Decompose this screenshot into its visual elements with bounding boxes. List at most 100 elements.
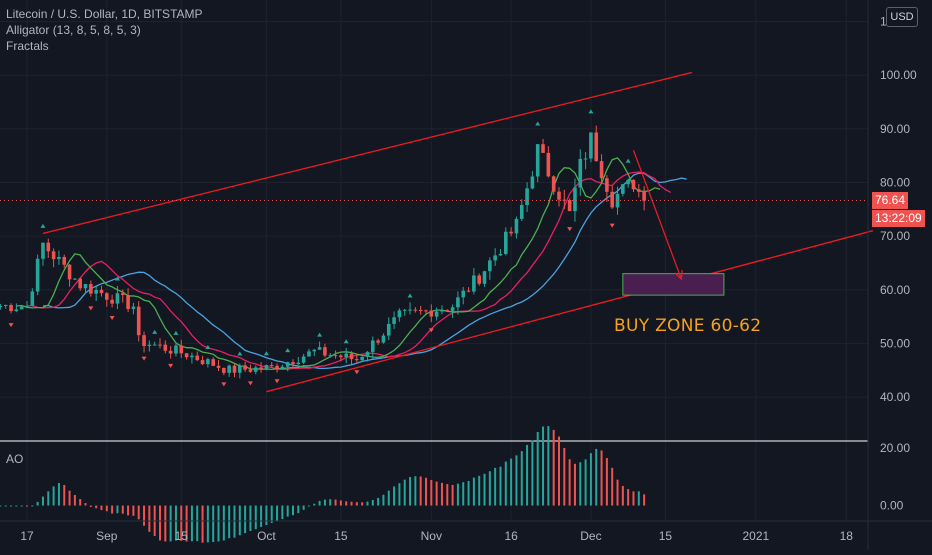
ao-bar — [371, 499, 374, 506]
candle-body — [253, 367, 258, 372]
candle-body — [179, 345, 184, 354]
candle-body — [275, 365, 279, 370]
ao-bar — [616, 479, 619, 506]
price-tick-label: 90.00 — [880, 122, 910, 136]
candle-body — [232, 365, 237, 373]
ao-bar — [190, 505, 193, 542]
fractal-down-marker — [8, 323, 14, 328]
candle-body — [307, 351, 311, 357]
candle-body — [504, 231, 508, 254]
candle-body — [227, 365, 231, 373]
candle-body — [392, 317, 396, 324]
ao-bar — [20, 505, 23, 507]
candle-body — [557, 191, 561, 200]
candle-body — [9, 305, 13, 312]
candle-body — [333, 355, 338, 357]
time-tick-label: 15 — [175, 529, 189, 543]
candle-body — [19, 306, 24, 310]
candle-body — [573, 187, 577, 212]
ao-bar — [63, 484, 66, 506]
candle-body — [626, 179, 630, 185]
candle-body — [402, 309, 407, 311]
ao-bar — [605, 458, 608, 506]
ao-bar — [36, 501, 39, 506]
candle-body — [434, 311, 439, 317]
candle-body — [0, 305, 3, 307]
candle-body — [25, 305, 29, 307]
candle-body — [546, 152, 551, 177]
ao-bar — [558, 436, 560, 506]
fractal-up-marker — [343, 339, 349, 344]
ao-bar — [132, 505, 135, 516]
candle-body — [120, 293, 125, 296]
ao-bar — [499, 466, 502, 506]
ao-bar — [307, 505, 310, 507]
candle-body — [621, 184, 625, 194]
candle-body — [551, 176, 556, 192]
ao-bar — [47, 491, 50, 506]
lips-path — [16, 157, 661, 371]
fractal-up-marker — [237, 351, 243, 356]
current-price-badge: 76.64 — [872, 192, 909, 210]
candle-body — [41, 242, 45, 259]
ao-bar — [26, 505, 28, 507]
fractal-down-marker — [567, 227, 573, 232]
ao-bar — [393, 486, 396, 506]
price-tick-label: 50.00 — [880, 336, 910, 350]
ao-bar — [41, 496, 44, 506]
candle-body — [73, 278, 77, 280]
ao-bar — [84, 503, 87, 506]
ao-bar — [600, 450, 603, 506]
ao-bar — [637, 491, 640, 506]
candle-body — [312, 349, 317, 352]
ao-bar — [589, 453, 592, 506]
ao-bar — [387, 490, 390, 506]
fractal-markers — [8, 109, 631, 387]
ao-bar — [595, 448, 598, 506]
symbol-title[interactable]: Litecoin / U.S. Dollar, 1D, BITSTAMP — [6, 7, 203, 21]
time-tick-label: 18 — [840, 529, 854, 543]
price-tick-label: 60.00 — [880, 283, 910, 297]
candle-body — [126, 295, 130, 309]
fractal-up-marker — [535, 121, 541, 126]
candle-body — [259, 367, 263, 370]
ao-bar — [212, 505, 215, 543]
ao-bar — [143, 505, 146, 526]
ao-bar — [238, 505, 241, 536]
currency-badge[interactable]: USD — [886, 7, 918, 27]
fractal-up-marker — [40, 223, 46, 228]
fractal-down-marker — [109, 315, 115, 320]
fractal-up-marker — [317, 332, 323, 337]
candle-body — [200, 360, 205, 365]
fractal-up-marker — [114, 276, 120, 281]
candle-body — [371, 340, 375, 352]
ao-bar — [377, 497, 380, 506]
time-tick-label: 15 — [334, 529, 348, 543]
candle-body — [445, 309, 450, 311]
alligator-indicator-label[interactable]: Alligator (13, 8, 5, 8, 5, 3) — [6, 23, 141, 37]
ao-bar — [111, 505, 114, 514]
ao-bar — [419, 476, 422, 506]
candle-body — [514, 218, 519, 234]
fractal-up-marker — [407, 293, 413, 298]
ao-bar — [79, 499, 82, 506]
candle-body — [456, 297, 460, 308]
candle-body — [440, 309, 444, 312]
ao-bar — [254, 505, 257, 530]
candle-body — [291, 362, 295, 365]
ao-bar — [440, 482, 443, 506]
fractals-indicator-label[interactable]: Fractals — [6, 39, 49, 53]
candle-body — [488, 260, 492, 272]
ao-bar — [531, 440, 534, 506]
candle-body — [328, 355, 333, 357]
fractal-down-marker — [274, 379, 280, 384]
ao-bar — [510, 458, 513, 506]
ao-indicator-label[interactable]: AO — [6, 452, 24, 466]
ao-bar — [164, 505, 167, 542]
candle-body — [264, 365, 269, 370]
candle-body — [344, 353, 348, 358]
fractal-down-marker — [168, 363, 174, 368]
time-tick-label: Sep — [96, 529, 118, 543]
